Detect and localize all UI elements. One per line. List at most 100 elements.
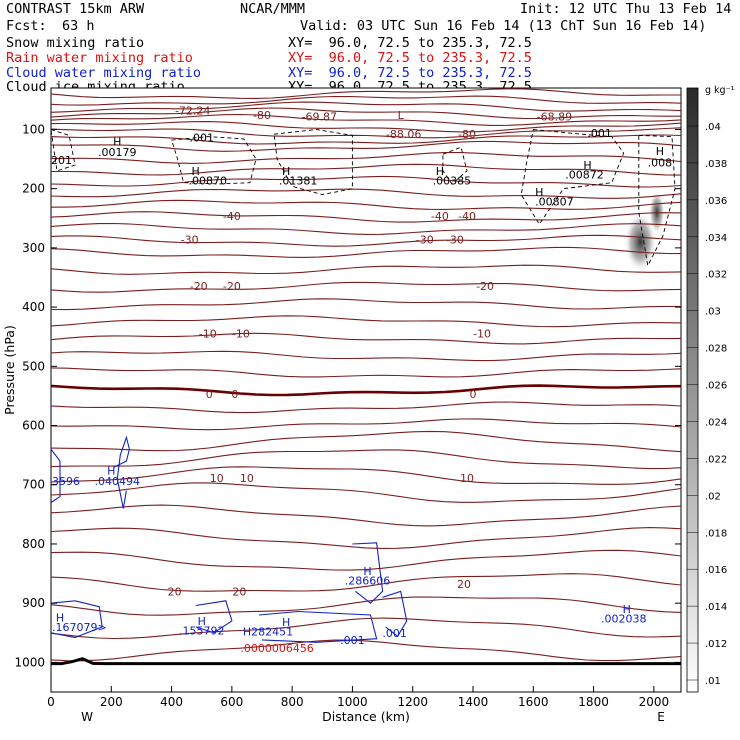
isotherm-line <box>50 332 682 345</box>
init-label: Init: 12 UTC Thu 13 Feb 14 <box>520 1 732 17</box>
snow-ice-value: .01381 <box>279 174 318 187</box>
isotherm-label: -69.87 <box>302 110 337 123</box>
isotherm-line <box>50 281 682 293</box>
isotherm-label: 0 <box>231 388 238 401</box>
high-marker: H <box>535 186 543 199</box>
cloud-water-value: .001 <box>382 627 407 640</box>
x-tick-label: 400 <box>160 695 183 709</box>
isotherm-line <box>50 140 682 152</box>
snow-ice-value: .001 <box>587 127 612 140</box>
isotherm-line <box>50 298 682 311</box>
isotherm-line <box>50 315 682 328</box>
field-xy-rain: XY= 96.0, 72.5 to 235.3, 72.5 <box>288 50 532 66</box>
isotherm-label: 10 <box>240 472 254 485</box>
colorbar-unit: g kg⁻¹ <box>705 85 735 96</box>
isotherm-line <box>50 121 682 133</box>
isotherm-line <box>50 384 682 397</box>
snow-shading <box>624 211 657 272</box>
isotherm-line <box>50 367 682 378</box>
x-tick-label: 1800 <box>578 695 609 709</box>
isotherm-line <box>50 466 682 485</box>
y-tick-label: 200 <box>22 182 45 196</box>
x-tick-label: 1000 <box>337 695 368 709</box>
low-marker: L <box>398 109 405 122</box>
valid-label: Valid: 03 UTC Sun 16 Feb 14 (13 ChT Sun … <box>300 18 707 34</box>
colorbar-tick-label: .01 <box>705 676 721 687</box>
snow-ice-contour <box>50 128 76 172</box>
isotherm-line <box>50 107 681 120</box>
colorbar-tick-label: .014 <box>705 602 727 613</box>
cloud-water-contour <box>50 448 61 503</box>
x-tick-label: 0 <box>47 695 55 709</box>
colorbar-tick-label: .032 <box>705 270 727 281</box>
colorbar-tick-label: .012 <box>705 639 727 650</box>
isotherm-label: -20 <box>190 280 208 293</box>
isotherm-label: 10 <box>210 472 224 485</box>
y-tick-label: 400 <box>22 300 45 314</box>
high-marker: H <box>583 159 591 172</box>
x-end-label-west: W <box>81 710 93 724</box>
high-marker: H <box>656 145 664 158</box>
isotherm-label: 20 <box>168 585 182 598</box>
x-tick-label: 1400 <box>458 695 489 709</box>
isotherm-line <box>50 527 682 549</box>
y-tick-label: 300 <box>22 241 45 255</box>
isotherm-label: 0 <box>206 388 213 401</box>
isotherm-line <box>50 127 682 139</box>
fcst-value: 63 h <box>62 18 95 34</box>
isotherm-label: -10 <box>473 328 491 341</box>
isotherm-line <box>50 504 682 527</box>
isotherm-line <box>50 134 682 145</box>
cloud-water-value: .155792 <box>179 624 225 637</box>
isotherm-line <box>51 163 682 176</box>
snow-ice-value: .001 <box>189 132 214 145</box>
x-tick-label: 2000 <box>639 695 670 709</box>
isotherm-label: -80 <box>458 128 476 141</box>
ground-surface <box>51 657 681 666</box>
isotherm-line <box>50 175 682 188</box>
x-tick-label: 1600 <box>518 695 549 709</box>
high-marker: H <box>282 616 290 629</box>
cloud-water-value: .040494 <box>95 475 141 488</box>
snow-ice-value: .00807 <box>535 196 574 209</box>
snow-ice-contour <box>520 129 625 226</box>
isotherm-line <box>50 246 682 258</box>
isotherm-label: 20 <box>232 585 246 598</box>
high-marker: H <box>198 615 206 628</box>
colorbar-tick-label: .028 <box>705 344 727 355</box>
colorbar-tick-label: .036 <box>705 196 727 207</box>
cloud-water-contour <box>352 542 384 604</box>
x-end-label-east: E <box>657 710 665 724</box>
colorbar-tick-label: .038 <box>705 159 727 170</box>
snow-ice-value: .00872 <box>565 168 604 181</box>
x-tick-label: 1200 <box>397 695 428 709</box>
field-xy-snow: XY= 96.0, 72.5 to 235.3, 72.5 <box>288 35 532 51</box>
snow-ice-value: .00179 <box>98 146 137 159</box>
x-tick-label: 800 <box>281 695 304 709</box>
isotherm-label: -80 <box>253 109 271 122</box>
isotherm-line <box>50 418 682 431</box>
snow-ice-contour <box>171 136 257 185</box>
field-xy-cloudwater: XY= 96.0, 72.5 to 235.3, 72.5 <box>288 65 532 81</box>
model-title: CONTRAST 15km ARW <box>6 1 145 17</box>
isotherm-label: 0 <box>470 388 477 401</box>
isotherm-line <box>50 430 682 453</box>
y-tick-label: 700 <box>22 478 45 492</box>
isotherm-line <box>50 88 681 99</box>
x-axis-title: Distance (km) <box>322 709 410 724</box>
isotherm-line <box>50 113 682 126</box>
cloud-water-value: .286606 <box>345 575 391 588</box>
isotherm-line <box>50 199 682 210</box>
isotherm-line <box>50 573 682 592</box>
isotherm-line <box>50 234 682 247</box>
isotherm-line <box>50 549 682 571</box>
isotherm-line <box>50 222 682 235</box>
colorbar-gradient <box>686 87 699 693</box>
snow-ice-value: .00870 <box>188 174 227 187</box>
high-marker: H <box>363 565 371 578</box>
isotherm-line <box>50 95 682 106</box>
isotherm-line <box>50 617 682 640</box>
isotherm-label: -40 <box>223 210 241 223</box>
cloud-water-value: 3596 <box>52 475 80 488</box>
